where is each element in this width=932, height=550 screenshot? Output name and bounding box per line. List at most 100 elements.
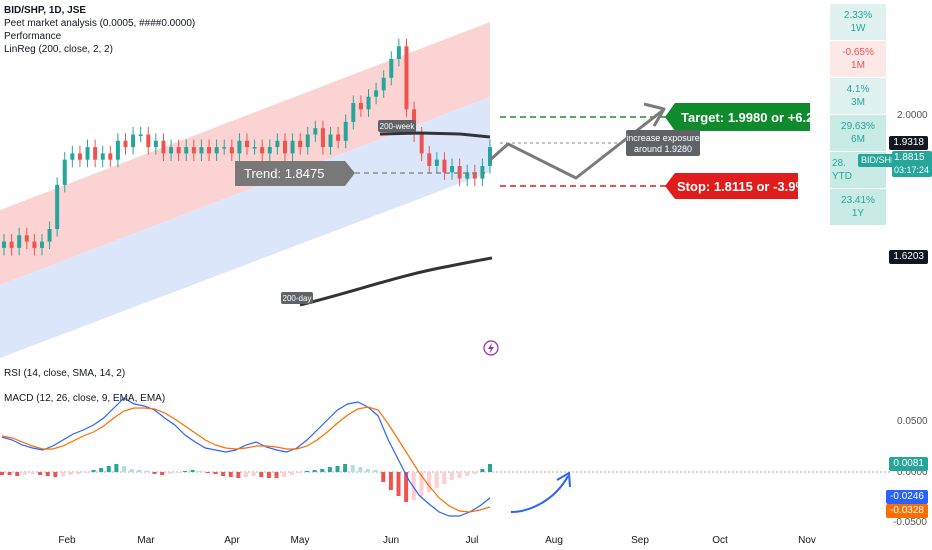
macd-label[interactable]: MACD (12, 26, close, 9, EMA, EMA) <box>4 393 166 404</box>
candle-body <box>457 166 462 179</box>
macd-line <box>1 397 491 517</box>
candle-body <box>108 153 113 160</box>
stop-label[interactable]: Stop: 1.8115 or -3.9% <box>665 173 807 199</box>
candle-body <box>237 140 242 154</box>
perf-cell-6m: 29.63% 6M <box>830 115 886 151</box>
macd-tick-pos: 0.0500 <box>897 416 928 427</box>
macd-line-tag: -0.0246 <box>886 490 928 504</box>
macd-histogram-bar <box>91 470 96 472</box>
svg-text:Target: 1.9980 or +6.2%: Target: 1.9980 or +6.2% <box>681 110 825 125</box>
macd-histogram-bar <box>266 472 271 478</box>
indicator-linreg-label[interactable]: LinReg (200, close, 2, 2) <box>4 44 113 55</box>
candle-body <box>161 140 166 154</box>
macd-histogram-bar <box>327 467 332 472</box>
candle-body <box>9 241 14 248</box>
exposure-label[interactable]: increase exposure around 1.9280 <box>626 130 700 156</box>
symbol-title[interactable]: BID/SHP, 1D, JSE <box>4 5 87 16</box>
macd-histogram-bar <box>472 472 477 474</box>
macd-histogram-bar <box>411 472 416 500</box>
x-axis-month-label: Sep <box>631 535 649 546</box>
candle-body <box>70 153 75 160</box>
perf-cell-3m: 4.1% 3M <box>830 78 886 114</box>
macd-histogram-bar <box>61 472 65 476</box>
candle-body <box>55 184 60 229</box>
x-axis: Feb Mar Apr May Jun Jul Aug Sep Oct Nov <box>58 535 816 546</box>
candle-body <box>427 153 432 166</box>
signal-line-tag: -0.0328 <box>886 504 928 518</box>
macd-histogram-bar <box>480 469 485 472</box>
candle-body <box>245 140 249 148</box>
macd-histogram-bar <box>15 472 20 476</box>
candle-body <box>336 134 341 141</box>
macd-histogram-bar <box>68 472 73 475</box>
macd-histogram-bar <box>99 468 104 472</box>
candle-body <box>313 128 318 135</box>
macd-histogram-bar <box>449 472 454 480</box>
macd-histogram-bar <box>457 472 462 478</box>
indicator-peet-label[interactable]: Peet market analysis (0.0005, ####0.0000… <box>4 18 196 29</box>
macd-histogram-bar <box>419 472 424 496</box>
candle-body <box>366 96 371 110</box>
rsi-label[interactable]: RSI (14, close, SMA, 14, 2) <box>4 368 126 379</box>
x-axis-month-label: Apr <box>224 535 240 546</box>
x-axis-month-label: Oct <box>712 535 728 546</box>
price-tick-2: 2.0000 <box>897 110 928 121</box>
svg-text:Stop: 1.8115 or -3.9%: Stop: 1.8115 or -3.9% <box>677 179 807 194</box>
trend-label[interactable]: Trend: 1.8475 <box>235 161 355 186</box>
macd-histogram-bar <box>53 472 58 477</box>
indicator-performance-label[interactable]: Performance <box>4 31 62 42</box>
candle-body <box>222 147 227 149</box>
candle-body <box>480 166 485 179</box>
macd-histogram-bar <box>289 472 294 475</box>
x-axis-month-label: May <box>291 535 310 546</box>
linreg-lower-channel <box>0 97 490 358</box>
svg-text:around 1.9280: around 1.9280 <box>634 144 692 154</box>
macd-histogram-bar <box>221 472 226 476</box>
candle-body <box>305 134 310 148</box>
macd-histogram-bar <box>320 469 325 472</box>
candle-body <box>169 147 174 154</box>
candle-body <box>17 235 22 248</box>
candle-body <box>32 241 37 248</box>
candle-body <box>374 90 379 97</box>
macd-histogram-tag: 0.0081 <box>889 457 928 471</box>
countdown-timer: 03:17:24 <box>894 165 930 175</box>
candle-body <box>343 121 348 141</box>
candle-body <box>381 77 386 91</box>
candle-body <box>252 147 257 149</box>
candle-body <box>2 241 6 248</box>
macd-histogram-bar <box>244 472 248 477</box>
macd-histogram-bar <box>175 472 180 473</box>
macd-histogram-bar <box>129 469 134 472</box>
perf-cell-1w: 2.33% 1W <box>830 4 886 40</box>
target-label[interactable]: Target: 1.9980 or +6.2% <box>665 103 825 131</box>
macd-histogram-bar <box>45 472 50 476</box>
current-price-value: 1.8815 <box>894 152 925 163</box>
candle-body <box>85 147 90 160</box>
macd-histogram-bar <box>30 472 35 474</box>
macd-histogram-bar <box>205 472 210 473</box>
candle-body <box>298 140 303 148</box>
candle-body <box>465 172 470 179</box>
chart-legend: BID/SHP, 1D, JSE Peet market analysis (0… <box>4 4 195 56</box>
macd-histogram-bar <box>198 471 203 472</box>
macd-histogram-bar <box>335 466 340 472</box>
ma-200week-line <box>379 131 491 139</box>
candle-body <box>24 235 29 242</box>
current-symbol-tag: BID/SHP <box>858 154 901 167</box>
macd-histogram-bar <box>404 472 409 502</box>
candle-body <box>442 159 447 173</box>
linreg-upper-price-tag: 1.9318 <box>889 136 928 150</box>
candle-body <box>207 147 212 154</box>
candle-body <box>184 147 189 154</box>
macd-forecast-arrow <box>510 475 569 513</box>
macd-histogram-bar <box>381 472 386 482</box>
candle-body <box>131 134 136 148</box>
lightning-event-icon[interactable] <box>483 340 499 356</box>
macd-histogram-bar <box>350 465 355 472</box>
candle-body <box>123 140 128 148</box>
macd-histogram-bar <box>251 472 256 476</box>
candle-body <box>434 159 439 166</box>
candle-body <box>320 128 325 148</box>
